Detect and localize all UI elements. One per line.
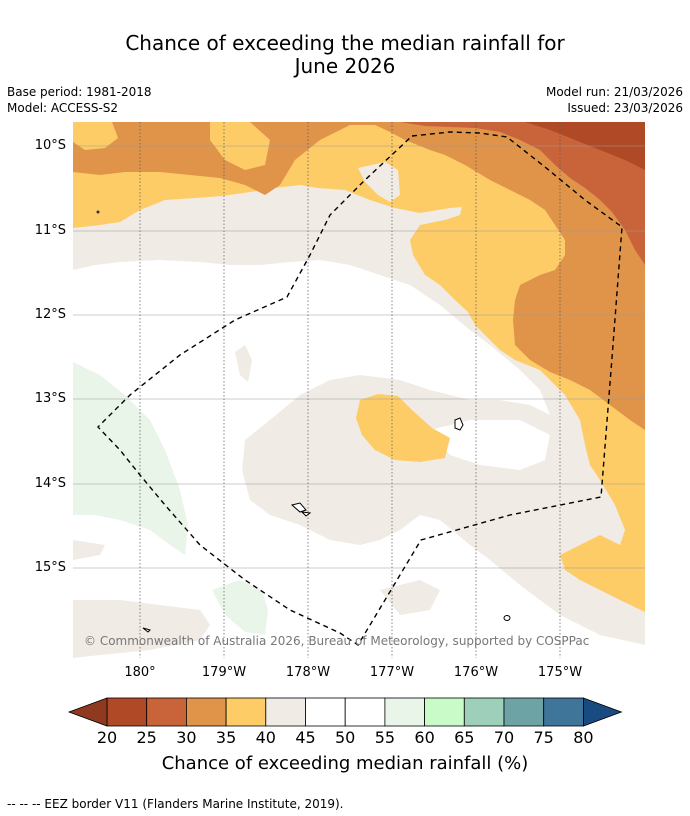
zone-25-30 [400,122,645,265]
colorbar-segment [543,697,584,727]
lon-label-179w: 179°W [201,665,247,680]
lat-label-15s: 15°S [34,560,66,575]
colorbar-under-arrow [67,697,108,727]
colorbar-segment [146,697,187,727]
zone-35-40-blob [356,394,450,462]
lon-label-177w: 177°W [369,665,415,680]
lat-label-14s: 14°S [34,476,66,491]
lat-label-13s: 13°S [34,391,66,406]
lon-label-178w: 178°W [285,665,331,680]
colorbar-tick-label: 70 [493,728,515,747]
colorbar-segment [344,697,386,727]
model-name: Model: ACCESS-S2 [7,101,119,115]
colorbar-segment [225,697,267,727]
colorbar-tick-label: 40 [255,728,276,747]
colorbar-tick-label: 75 [533,728,554,747]
lon-label-176w: 176°W [453,665,499,680]
colorbar-segment [185,697,227,727]
rainfall-map [73,122,645,658]
colorbar-label: Chance of exceeding median rainfall (%) [161,753,529,774]
colorbar-segment [305,697,346,727]
lon-label-175w: 175°W [537,665,583,680]
colorbar-tick-label: 80 [573,728,594,747]
islands [142,417,511,633]
eez-footnote: -- -- -- EEZ border V11 (Flanders Marine… [7,797,344,811]
copyright-notice: © Commonwealth of Australia 2026, Bureau… [84,634,590,648]
colorbar-over-arrow [583,697,623,727]
lat-label-11s: 11°S [34,223,66,238]
colorbar-tick-label: 60 [414,728,435,747]
colorbar-tick-label: 25 [136,728,157,747]
lon-label-180: 180° [124,665,156,680]
colorbar-tick-label: 55 [374,728,396,747]
base-period: Base period: 1981-2018 [7,85,152,99]
colorbar-segment [106,697,148,727]
zone-55-60-west [73,362,188,555]
colorbar-tick-label: 20 [96,728,118,747]
colorbar-segment [503,697,545,727]
colorbar [67,697,623,727]
colorbar-tick-label: 50 [335,728,356,747]
colorbar-tick-label: 45 [295,728,316,747]
chart-title-line2: June 2026 [294,54,396,78]
colorbar-tick-label: 65 [454,728,475,747]
colorbar-segment [384,697,425,727]
lat-gridlines [73,145,645,569]
colorbar-segment [424,697,465,727]
colorbar-segment [265,697,306,727]
chart-title-line1: Chance of exceeding the median rainfall … [125,31,565,55]
colorbar-tick-label: 35 [215,728,237,747]
lat-label-12s: 12°S [34,307,66,322]
colorbar-segment [463,697,505,727]
lat-label-10s: 10°S [34,138,66,153]
issued-date: Issued: 23/03/2026 [567,101,683,115]
zone-35-40 [73,122,645,612]
model-run-date: Model run: 21/03/2026 [545,85,683,99]
colorbar-tick-label: 30 [176,728,197,747]
zone-20-25 [525,122,645,170]
